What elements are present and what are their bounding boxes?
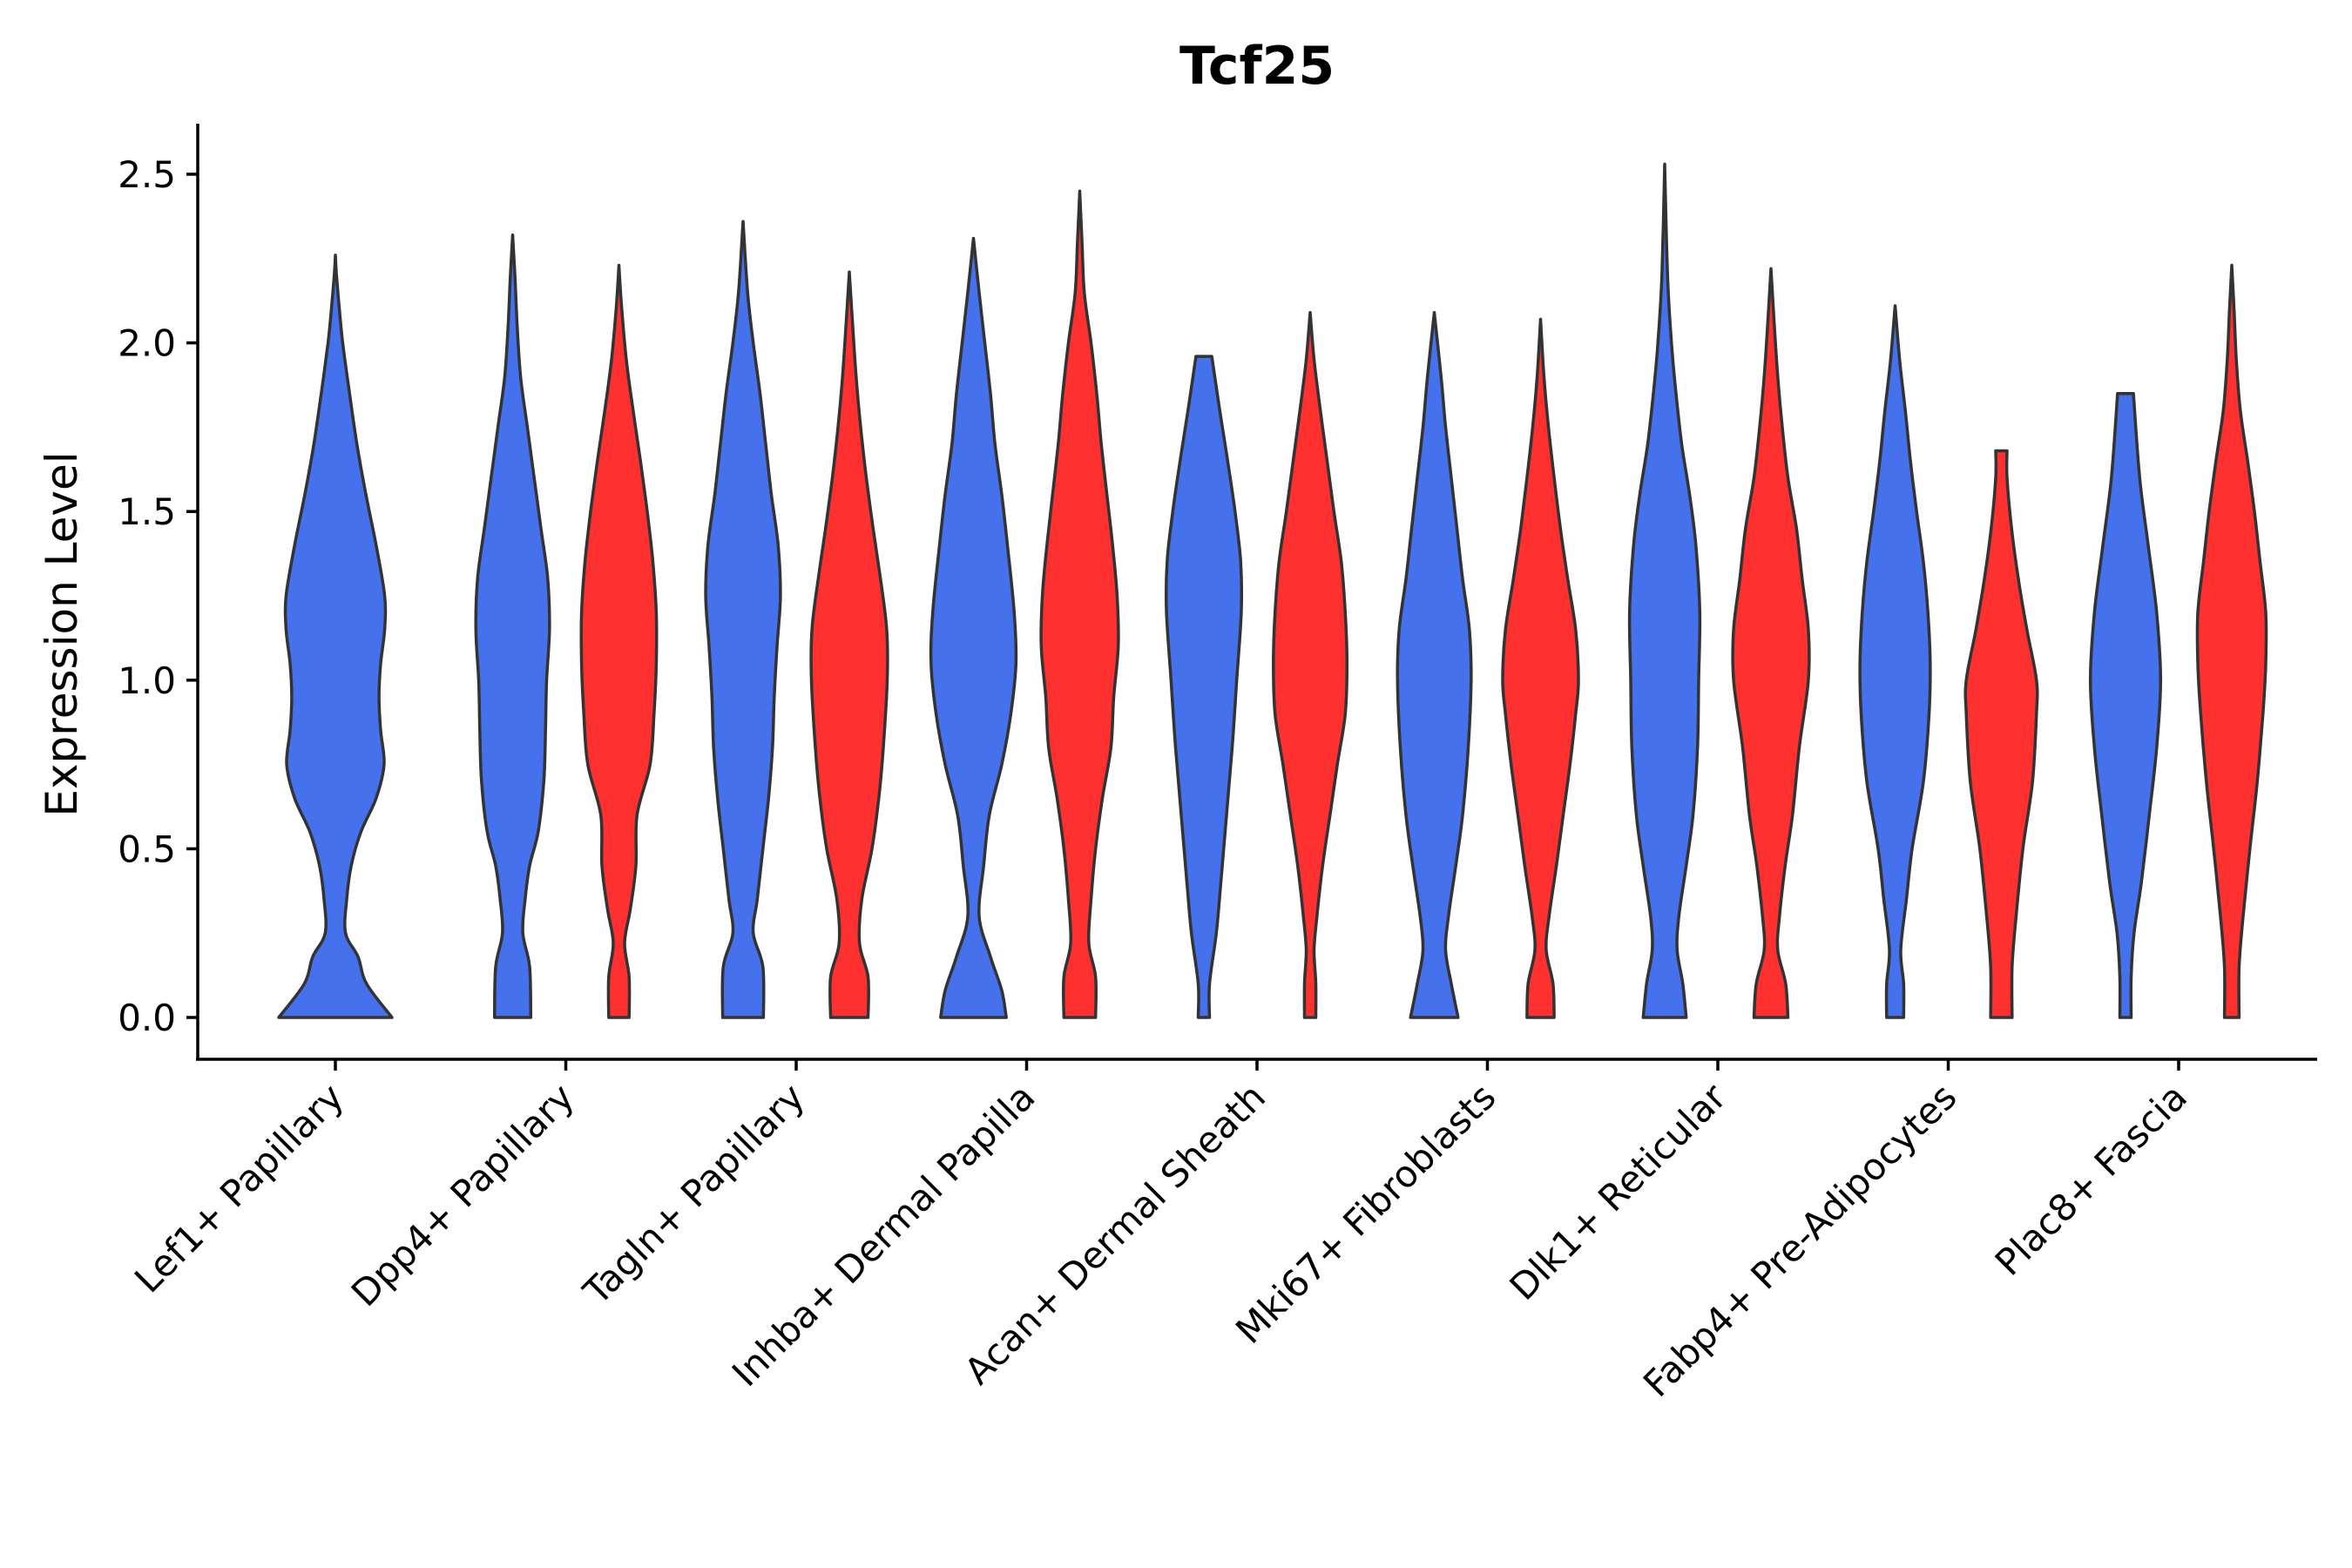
x-tick-label: Lef1+ Papillary (126, 1075, 352, 1301)
y-tick-label: 1.5 (118, 490, 176, 533)
violin-group1 (704, 220, 782, 1019)
plot-area (277, 162, 2268, 1019)
y-axis-ticks: 0.0 0.5 1.0 1.5 2.0 2.5 (118, 153, 198, 1039)
x-tick-label: Tagln+ Papillary (575, 1075, 813, 1313)
violin-group1 (2088, 391, 2163, 1019)
violin-group2 (2195, 263, 2268, 1019)
y-tick-label: 2.0 (118, 322, 176, 365)
violin-group1 (1164, 355, 1244, 1019)
y-tick-label: 2.5 (118, 153, 176, 196)
violin-group2 (1039, 189, 1120, 1019)
y-axis-label: Expression Level (37, 451, 87, 816)
x-tick-label: Dpp4+ Papillary (343, 1075, 583, 1315)
x-tick-label: Dlk1+ Reticular (1502, 1075, 1735, 1308)
y-tick-label: 1.0 (118, 659, 176, 702)
x-tick-label: Plac8+ Fascia (1987, 1075, 2195, 1283)
violin-group2 (1731, 267, 1811, 1019)
violin-group2 (809, 270, 889, 1019)
violin-group1 (277, 253, 394, 1019)
violin-group2 (579, 263, 659, 1019)
y-tick-label: 0.0 (118, 997, 176, 1039)
violin-group1 (474, 233, 551, 1019)
violin-group2 (1272, 311, 1349, 1019)
x-tick-label: Mki67+ Fibroblasts (1227, 1075, 1504, 1351)
violin-group1 (929, 236, 1018, 1019)
violin-group1 (1627, 162, 1702, 1019)
violin-group2 (1501, 317, 1580, 1019)
violin-group2 (1963, 449, 2039, 1019)
violin-group1 (1396, 311, 1473, 1019)
violin-group1 (1858, 304, 1932, 1019)
chart-title: Tcf25 (1179, 36, 1335, 97)
y-tick-label: 0.5 (118, 828, 176, 870)
